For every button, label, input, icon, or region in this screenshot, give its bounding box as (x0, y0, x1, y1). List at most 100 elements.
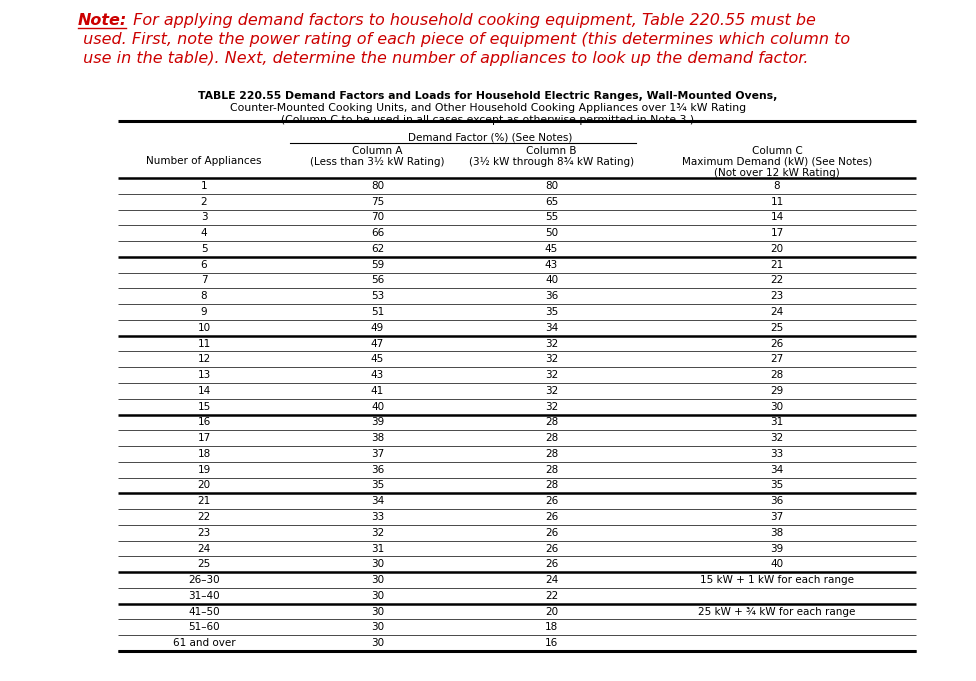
Text: 23: 23 (197, 528, 211, 538)
Text: Demand Factor (%) (See Notes): Demand Factor (%) (See Notes) (408, 133, 572, 143)
Text: 2: 2 (201, 197, 207, 206)
Text: 47: 47 (371, 338, 385, 349)
Text: 21: 21 (770, 259, 784, 270)
Text: 12: 12 (197, 354, 211, 364)
Text: 20: 20 (545, 607, 558, 616)
Text: 45: 45 (371, 354, 385, 364)
Text: 15 kW + 1 kW for each range: 15 kW + 1 kW for each range (700, 575, 854, 585)
Text: 27: 27 (770, 354, 784, 364)
Text: 32: 32 (770, 433, 784, 443)
Text: 32: 32 (545, 354, 558, 364)
Text: 35: 35 (770, 481, 784, 490)
Text: 15: 15 (197, 402, 211, 411)
Text: 30: 30 (371, 622, 385, 633)
Text: 28: 28 (545, 481, 558, 490)
Text: 26: 26 (545, 496, 558, 506)
Text: 65: 65 (545, 197, 558, 206)
Text: 43: 43 (371, 370, 385, 380)
Text: 32: 32 (545, 386, 558, 396)
Text: 26: 26 (770, 338, 784, 349)
Text: 26: 26 (545, 559, 558, 569)
Text: 3: 3 (201, 212, 207, 223)
Text: 18: 18 (545, 622, 558, 633)
Text: 16: 16 (197, 417, 211, 428)
Text: 80: 80 (371, 181, 385, 191)
Text: 24: 24 (197, 543, 211, 554)
Text: 4: 4 (201, 228, 207, 238)
Text: 36: 36 (371, 464, 385, 475)
Text: 29: 29 (770, 386, 784, 396)
Text: 40: 40 (770, 559, 784, 569)
Text: 20: 20 (770, 244, 784, 254)
Text: 13: 13 (197, 370, 211, 380)
Text: (3½ kW through 8¾ kW Rating): (3½ kW through 8¾ kW Rating) (468, 157, 634, 167)
Text: 21: 21 (197, 496, 211, 506)
Text: 31–40: 31–40 (188, 591, 220, 601)
Text: Maximum Demand (kW) (See Notes): Maximum Demand (kW) (See Notes) (682, 157, 873, 167)
Text: 34: 34 (545, 323, 558, 333)
Text: used. First, note the power rating of each piece of equipment (this determines w: used. First, note the power rating of ea… (78, 32, 850, 47)
Text: 39: 39 (770, 543, 784, 554)
Text: 22: 22 (770, 276, 784, 285)
Text: 17: 17 (197, 433, 211, 443)
Text: 31: 31 (770, 417, 784, 428)
Text: 8: 8 (774, 181, 781, 191)
Text: 53: 53 (371, 291, 385, 301)
Text: 14: 14 (197, 386, 211, 396)
Text: 20: 20 (197, 481, 211, 490)
Text: 66: 66 (371, 228, 385, 238)
Text: 32: 32 (545, 370, 558, 380)
Text: 7: 7 (201, 276, 207, 285)
Text: 18: 18 (197, 449, 211, 459)
Text: 16: 16 (545, 638, 558, 648)
Text: 28: 28 (545, 449, 558, 459)
Text: Column B: Column B (526, 146, 577, 156)
Text: 38: 38 (371, 433, 385, 443)
Text: 30: 30 (371, 638, 385, 648)
Text: 62: 62 (371, 244, 385, 254)
Text: 28: 28 (545, 417, 558, 428)
Text: 25: 25 (770, 323, 784, 333)
Text: 26: 26 (545, 543, 558, 554)
Text: Counter-Mounted Cooking Units, and Other Household Cooking Appliances over 1¾ kW: Counter-Mounted Cooking Units, and Other… (230, 103, 746, 113)
Text: 25 kW + ¾ kW for each range: 25 kW + ¾ kW for each range (698, 607, 856, 616)
Text: 8: 8 (201, 291, 207, 301)
Text: (Not over 12 kW Rating): (Not over 12 kW Rating) (714, 168, 840, 178)
Text: 75: 75 (371, 197, 385, 206)
Text: 40: 40 (371, 402, 385, 411)
Text: 36: 36 (770, 496, 784, 506)
Text: 5: 5 (201, 244, 207, 254)
Text: 61 and over: 61 and over (173, 638, 235, 648)
Text: Number of Appliances: Number of Appliances (146, 156, 262, 166)
Text: 59: 59 (371, 259, 385, 270)
Text: 23: 23 (770, 291, 784, 301)
Text: 51: 51 (371, 307, 385, 317)
Text: 41–50: 41–50 (188, 607, 220, 616)
Text: 26: 26 (545, 528, 558, 538)
Text: 50: 50 (545, 228, 558, 238)
Text: 80: 80 (545, 181, 558, 191)
Text: 11: 11 (770, 197, 784, 206)
Text: 30: 30 (371, 607, 385, 616)
Text: 35: 35 (371, 481, 385, 490)
Text: 33: 33 (770, 449, 784, 459)
Text: 22: 22 (197, 512, 211, 522)
Text: 34: 34 (371, 496, 385, 506)
Text: 40: 40 (545, 276, 558, 285)
Text: 43: 43 (545, 259, 558, 270)
Text: 22: 22 (545, 591, 558, 601)
Text: 14: 14 (770, 212, 784, 223)
Text: 45: 45 (545, 244, 558, 254)
Text: Column C: Column C (752, 146, 802, 156)
Text: 55: 55 (545, 212, 558, 223)
Text: 33: 33 (371, 512, 385, 522)
Text: 30: 30 (770, 402, 784, 411)
Text: 38: 38 (770, 528, 784, 538)
Text: 17: 17 (770, 228, 784, 238)
Text: Column A: Column A (352, 146, 403, 156)
Text: 6: 6 (201, 259, 207, 270)
Text: 11: 11 (197, 338, 211, 349)
Text: 39: 39 (371, 417, 385, 428)
Text: 28: 28 (770, 370, 784, 380)
Text: 35: 35 (545, 307, 558, 317)
